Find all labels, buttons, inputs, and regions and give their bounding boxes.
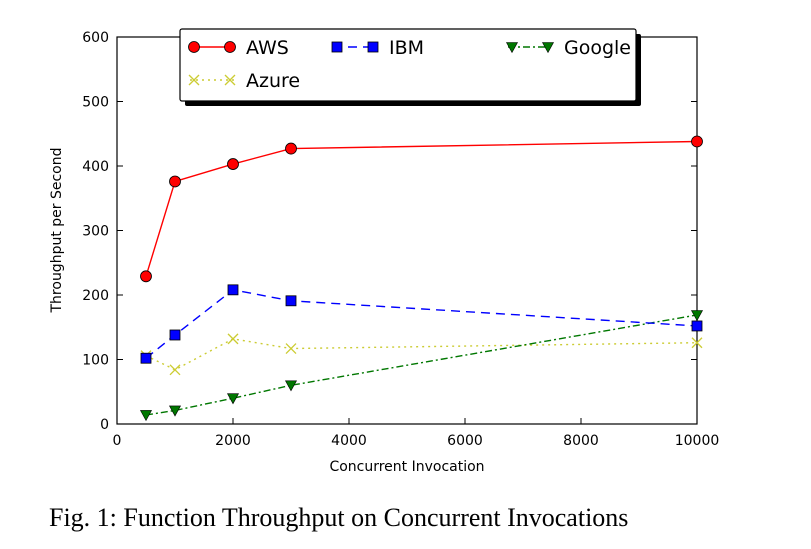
y-tick-label: 100	[82, 353, 109, 369]
data-point-google	[690, 310, 704, 322]
legend-marker-aws	[224, 41, 236, 53]
y-tick-label: 500	[82, 95, 109, 111]
data-point-ibm	[140, 352, 152, 364]
data-point-google	[139, 410, 153, 422]
legend-marker-ibm	[331, 41, 343, 53]
data-point-aws	[691, 135, 703, 148]
data-point-google	[284, 380, 298, 392]
legend-marker-azure	[224, 74, 236, 86]
data-point-ibm	[285, 295, 297, 307]
x-tick-label: 0	[113, 433, 122, 449]
x-tick-label: 2000	[215, 433, 251, 449]
y-tick-label: 600	[82, 30, 109, 46]
series-layer	[139, 135, 704, 422]
data-point-azure	[169, 364, 181, 376]
data-point-aws	[169, 175, 181, 188]
x-tick-label: 6000	[447, 433, 483, 449]
data-point-ibm	[227, 284, 239, 296]
series-line-google	[145, 314, 698, 416]
data-point-azure	[285, 343, 297, 354]
legend-label-aws: AWS	[246, 37, 289, 59]
legend-marker-ibm	[367, 41, 379, 53]
legend-marker-google	[505, 42, 519, 54]
data-point-aws	[227, 158, 239, 170]
legend-box	[179, 28, 637, 102]
legend: AWS IBM Google Azure	[179, 28, 641, 106]
data-point-azure	[691, 337, 703, 349]
legend-marker-aws	[188, 41, 200, 53]
y-tick-label: 400	[82, 159, 109, 175]
x-axis-label: Concurrent Invocation	[329, 459, 484, 475]
legend-marker-google	[541, 42, 555, 54]
legend-marker-azure	[188, 74, 200, 86]
y-axis-label: Throughput per Second	[49, 148, 65, 314]
data-point-ibm	[169, 329, 181, 341]
data-point-azure	[227, 333, 239, 345]
data-point-aws	[140, 270, 152, 283]
throughput-chart: 0 2000 4000 6000 8000 10000 0 100 200 300 400 500 60…	[49, 28, 719, 475]
x-tick-label: 8000	[563, 433, 599, 449]
legend-label-azure: Azure	[246, 70, 300, 92]
x-tick-label: 4000	[331, 433, 367, 449]
y-tick-label: 0	[100, 417, 109, 433]
data-point-ibm	[691, 320, 703, 332]
y-tick-label: 300	[82, 224, 109, 240]
data-point-aws	[285, 142, 297, 155]
data-point-google	[168, 405, 182, 417]
figure-caption: Fig. 1: Function Throughput on Concurren…	[49, 503, 629, 532]
axis-ticks: 0 2000 4000 6000 8000 10000 0 100 200 300 400 500 60…	[82, 30, 719, 449]
legend-label-google: Google	[564, 37, 631, 59]
legend-label-ibm: IBM	[389, 37, 424, 59]
data-point-google	[226, 393, 240, 405]
y-tick-label: 200	[82, 288, 109, 304]
x-tick-label: 10000	[675, 433, 720, 449]
